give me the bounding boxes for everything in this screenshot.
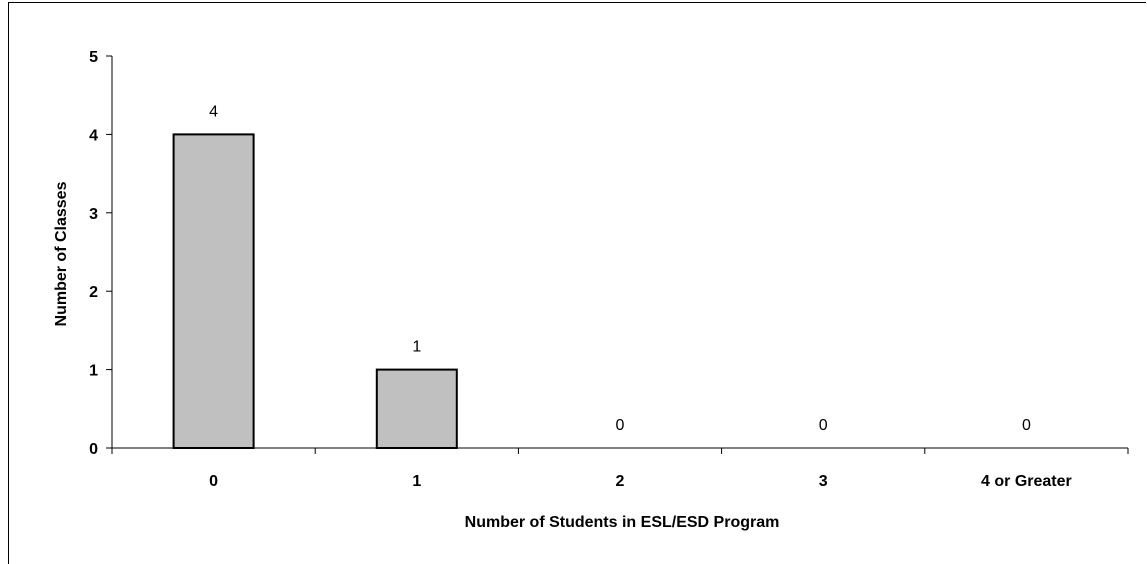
- x-tick-label: 2: [616, 473, 625, 490]
- bar: [172, 133, 255, 449]
- bar: [375, 368, 458, 450]
- y-axis-title: Number of Classes: [53, 181, 70, 326]
- x-tick-label: 4 or Greater: [981, 473, 1072, 490]
- y-tick-label: 3: [89, 206, 98, 223]
- data-label: 0: [1022, 417, 1031, 434]
- x-tick-label: 3: [819, 473, 828, 490]
- data-label: 4: [209, 103, 218, 120]
- x-axis-ticks: 0 1 2 3 4 or Greater: [111, 448, 1129, 490]
- x-tick-label: 1: [412, 473, 421, 490]
- y-tick-label: 5: [89, 49, 98, 66]
- y-tick-label: 4: [89, 127, 98, 144]
- x-axis-title: Number of Students in ESL/ESD Program: [465, 514, 780, 531]
- x-tick-label: 0: [209, 473, 218, 490]
- y-tick-label: 2: [89, 284, 98, 301]
- bars: [172, 133, 458, 450]
- data-label: 0: [616, 417, 625, 434]
- y-axis-ticks: 0 1 2 3 4 5: [89, 49, 112, 458]
- data-label: 1: [412, 339, 421, 356]
- data-label: 0: [819, 417, 828, 434]
- y-tick-label: 0: [89, 441, 98, 458]
- chart-frame: [8, 2, 1146, 564]
- data-labels: 4 1 0 0 0: [209, 103, 1031, 434]
- y-tick-label: 1: [89, 363, 98, 380]
